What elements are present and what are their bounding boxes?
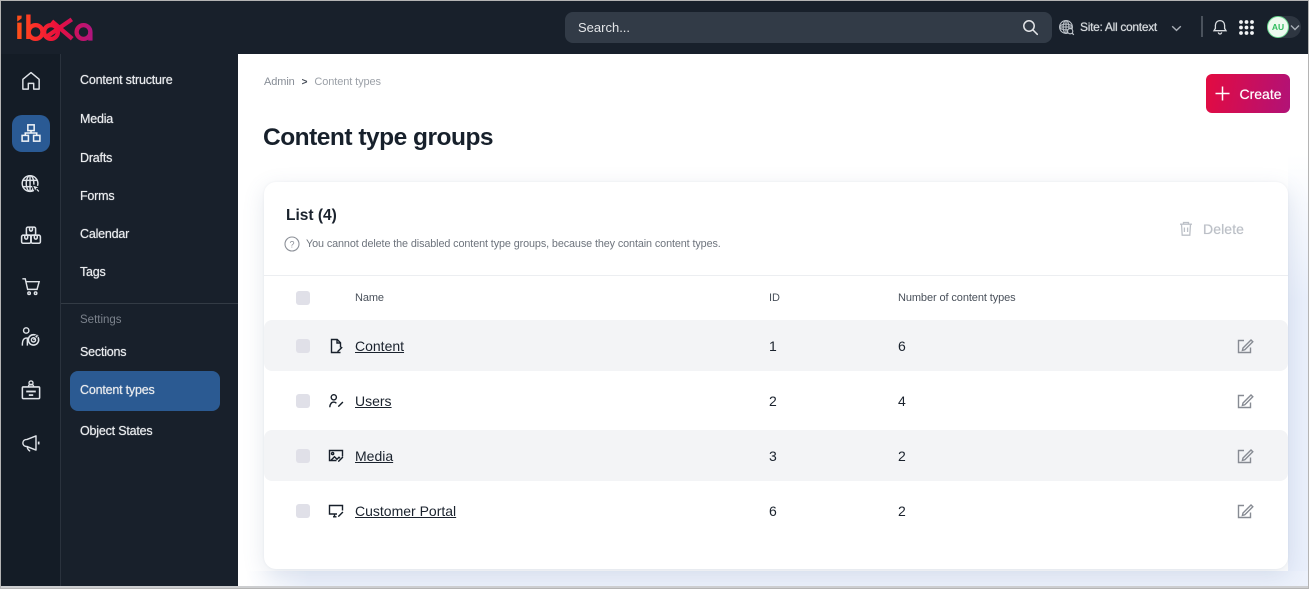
svg-text:?: ? [290, 240, 295, 250]
